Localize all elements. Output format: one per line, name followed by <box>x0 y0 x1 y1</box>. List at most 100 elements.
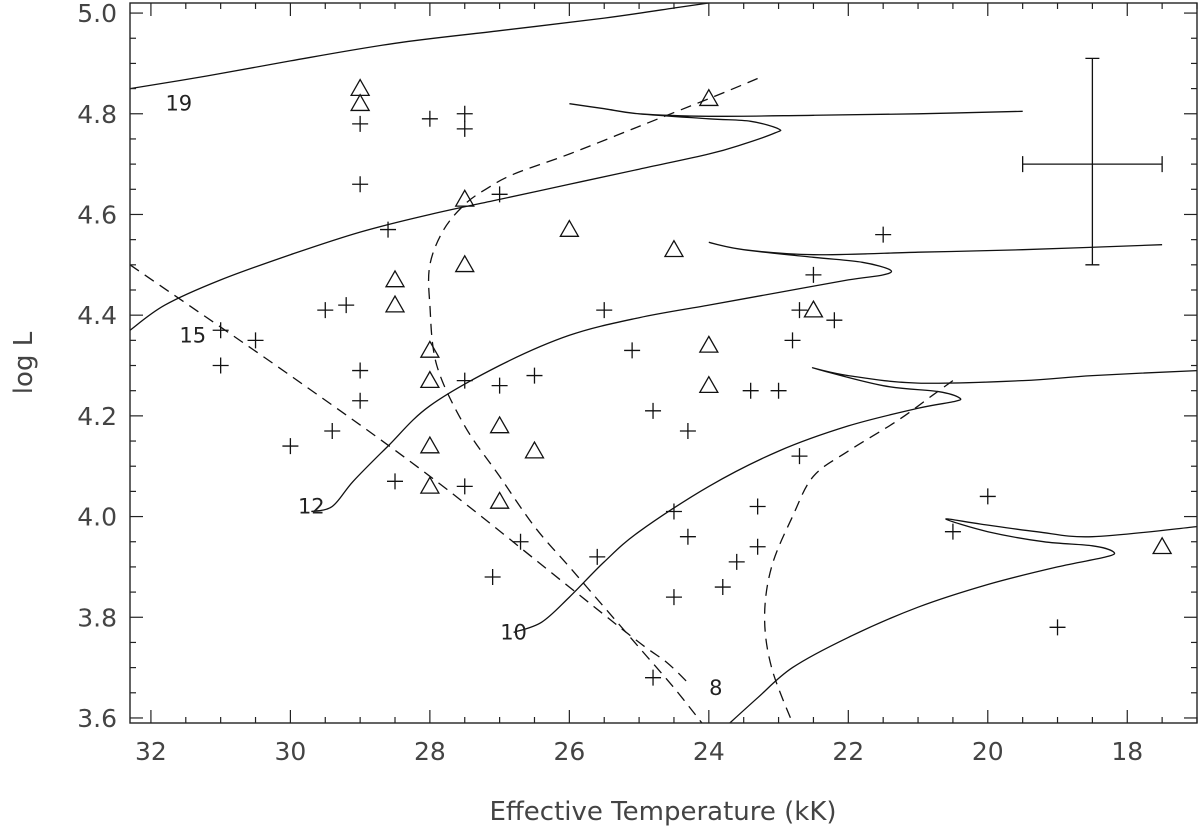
plus-point <box>728 553 745 570</box>
plus-point <box>679 528 696 545</box>
triangle-point <box>454 189 475 207</box>
plus-point <box>512 533 529 550</box>
triangle-point <box>1152 536 1173 555</box>
plus-point <box>352 362 369 379</box>
plus-point <box>212 322 229 339</box>
triangle-point <box>559 219 580 237</box>
triangle-point <box>384 294 406 313</box>
y-axis: 3.6 3.8 4.0 4.2 4.4 4.6 4.8 5.0 <box>77 0 1197 733</box>
plus-point <box>624 342 641 359</box>
y-tick-label: 4.4 <box>77 301 117 330</box>
plus-point <box>247 332 264 349</box>
triangle-point <box>454 254 475 273</box>
triangle-point <box>698 375 719 394</box>
triangle-point <box>489 415 510 434</box>
x-axis: 32 30 28 26 24 22 20 18 <box>135 3 1198 766</box>
x-tick-label: 26 <box>553 737 585 766</box>
y-axis-label: log L <box>9 331 39 394</box>
plus-point <box>282 438 299 455</box>
plus-point <box>1049 619 1066 636</box>
plus-point <box>212 357 229 374</box>
isochrone-tams-upper <box>427 77 758 723</box>
x-tick-label: 24 <box>693 737 725 766</box>
plus-point <box>665 589 682 606</box>
plus-point <box>456 478 473 495</box>
plus-point <box>875 226 892 243</box>
triangle-point <box>419 435 440 454</box>
x-axis-label: Effective Temperature (kK) <box>489 797 836 827</box>
triangle-point <box>803 299 824 318</box>
y-tick-label: 4.8 <box>77 100 117 129</box>
triangle-point <box>384 269 406 288</box>
track-labels-layer: 19 15 12 10 8 <box>165 92 722 700</box>
track-mass-label: 10 <box>500 620 527 644</box>
track-15-msun <box>130 103 1023 331</box>
plus-point <box>805 266 822 283</box>
plus-point <box>380 221 397 238</box>
markers-layer <box>212 78 1173 686</box>
y-tick-label: 4.0 <box>77 503 117 532</box>
triangle-point <box>350 93 371 112</box>
plus-point <box>749 538 766 555</box>
x-tick-label: 28 <box>414 737 446 766</box>
plus-point <box>791 302 808 319</box>
y-tick-label: 5.0 <box>77 0 117 28</box>
isochrone-tams-lower <box>763 380 954 723</box>
plus-point <box>491 377 508 394</box>
plus-point <box>784 332 801 349</box>
plus-point <box>826 312 843 329</box>
track-mass-label: 8 <box>709 676 722 700</box>
plus-point <box>324 422 341 439</box>
plus-point <box>456 372 473 389</box>
track-10-msun <box>513 367 1197 634</box>
y-tick-label: 4.2 <box>77 402 117 431</box>
track-12-msun <box>311 241 1163 513</box>
plus-point <box>456 120 473 137</box>
x-tick-label: 30 <box>274 737 306 766</box>
isochrone-zams <box>130 264 689 684</box>
triangle-point <box>419 370 440 389</box>
plus-point <box>770 382 787 399</box>
triangle-point <box>489 491 510 509</box>
plus-point <box>317 302 334 319</box>
plus-point <box>679 422 696 439</box>
track-mass-label: 12 <box>298 494 325 518</box>
plus-point <box>645 669 662 686</box>
track-8-msun <box>729 518 1197 723</box>
track-mass-label: 19 <box>165 92 192 116</box>
triangle-point <box>419 476 440 494</box>
plus-point <box>944 523 961 540</box>
plot-frame <box>129 2 1198 724</box>
x-tick-label: 32 <box>135 737 167 766</box>
plus-point <box>491 186 508 203</box>
track-19-msun <box>130 3 709 90</box>
y-tick-label: 4.6 <box>77 200 117 229</box>
triangle-point <box>663 239 685 258</box>
plus-point <box>714 579 731 596</box>
triangle-point <box>698 88 719 107</box>
triangle-point <box>698 335 719 353</box>
plus-point <box>589 548 606 565</box>
plus-point <box>791 448 808 465</box>
curves-layer <box>130 3 1197 723</box>
plus-point <box>979 488 996 505</box>
plus-point <box>421 110 438 127</box>
plus-point <box>484 568 501 585</box>
x-tick-label: 18 <box>1111 737 1143 766</box>
plus-point <box>526 367 543 384</box>
plus-point <box>338 297 355 314</box>
plus-point <box>456 105 473 122</box>
triangle-point <box>350 78 371 96</box>
track-mass-label: 15 <box>179 323 206 347</box>
plus-point <box>352 115 369 132</box>
plus-point <box>645 402 662 419</box>
triangle-point <box>419 340 440 358</box>
plus-point <box>742 382 759 399</box>
x-tick-label: 22 <box>832 737 864 766</box>
y-tick-label: 3.6 <box>77 704 117 733</box>
triangle-point <box>524 440 545 459</box>
y-tick-label: 3.8 <box>77 603 117 632</box>
plus-point <box>352 392 369 409</box>
plus-point <box>596 302 613 319</box>
